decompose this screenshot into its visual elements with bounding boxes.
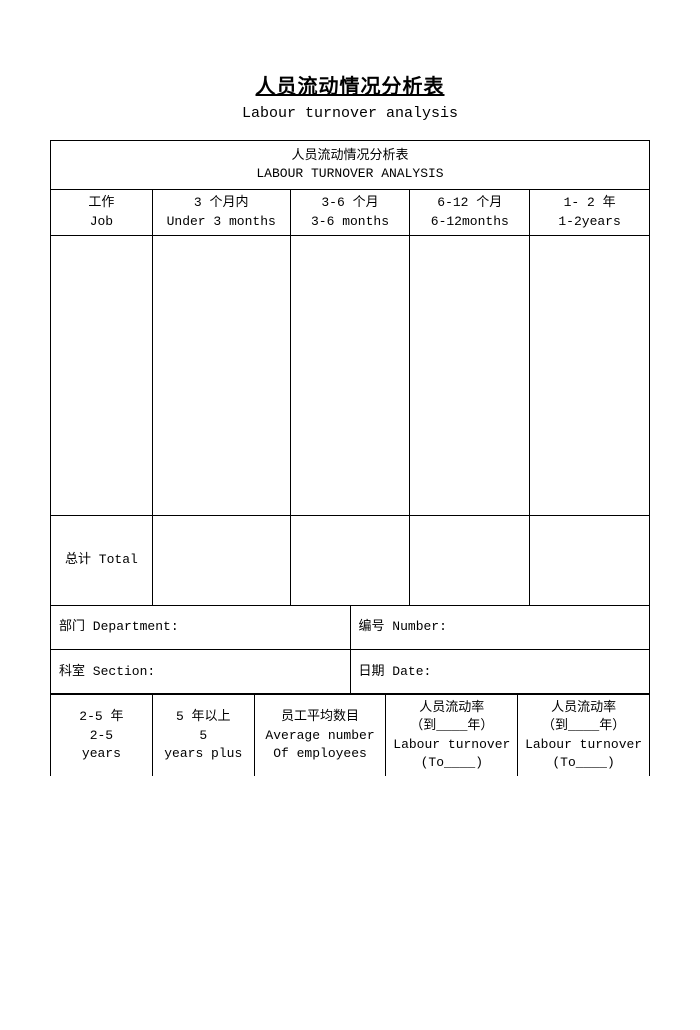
col-turnover-1: 人员流动率 （到____年） Labour turnover (To____) — [386, 695, 518, 776]
section-cell: 科室 Section: — [51, 650, 351, 694]
total-cell — [410, 515, 530, 605]
col-2-5years: 2-5 年 2-5 years — [51, 695, 153, 776]
col-turnover-2: 人员流动率 （到____年） Labour turnover (To____) — [518, 695, 650, 776]
data-cell — [290, 235, 410, 515]
number-cell: 编号 Number: — [350, 606, 650, 650]
col-header-6-12months: 6-12 个月 6-12months — [410, 190, 530, 235]
data-cell — [51, 235, 153, 515]
col-5plus: 5 年以上 5 years plus — [152, 695, 254, 776]
data-cell — [410, 235, 530, 515]
col-header-3-6months: 3-6 个月 3-6 months — [290, 190, 410, 235]
col-avg-employees: 员工平均数目 Average number Of employees — [254, 695, 386, 776]
table-title-cell: 人员流动情况分析表 LABOUR TURNOVER ANALYSIS — [51, 141, 650, 190]
page-title: 人员流动情况分析表 — [50, 70, 650, 99]
data-cell — [530, 235, 650, 515]
total-cell — [152, 515, 290, 605]
total-cell — [290, 515, 410, 605]
col-header-3months: 3 个月内 Under 3 months — [152, 190, 290, 235]
turnover-table: 人员流动情况分析表 LABOUR TURNOVER ANALYSIS 工作 Jo… — [50, 140, 650, 606]
table-title-en: LABOUR TURNOVER ANALYSIS — [256, 166, 443, 181]
table-title-cn: 人员流动情况分析表 — [291, 148, 408, 163]
info-table: 部门 Department: 编号 Number: 科室 Section: 日期… — [50, 606, 650, 695]
col-header-1-2years: 1- 2 年 1-2years — [530, 190, 650, 235]
department-cell: 部门 Department: — [51, 606, 351, 650]
bottom-header-table: 2-5 年 2-5 years 5 年以上 5 years plus 员工平均数… — [50, 694, 650, 776]
date-cell: 日期 Date: — [350, 650, 650, 694]
page-subtitle: Labour turnover analysis — [50, 105, 650, 122]
total-cell — [530, 515, 650, 605]
total-label-cell: 总计 Total — [51, 515, 153, 605]
data-cell — [152, 235, 290, 515]
col-header-job: 工作 Job — [51, 190, 153, 235]
